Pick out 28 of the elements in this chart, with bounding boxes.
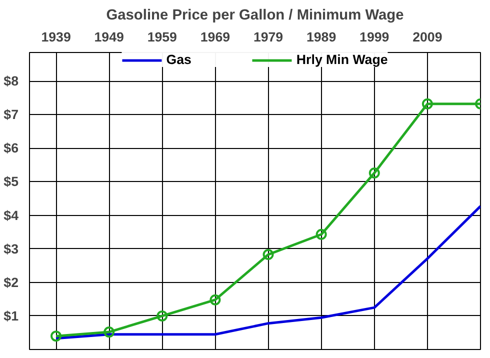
y-tick-label: $3 xyxy=(4,241,19,256)
point xyxy=(316,228,327,240)
line-series xyxy=(54,204,480,340)
y-tick-label: $1 xyxy=(4,308,20,324)
y-tick-label: $8 xyxy=(4,74,19,89)
chart-title: Gasoline Price per Gallon / Minimum Wage xyxy=(106,8,404,24)
point xyxy=(262,249,274,260)
legend-label: Gas xyxy=(166,52,192,67)
x-tick-label: 1959 xyxy=(147,30,177,44)
x-tick-label: 1989 xyxy=(306,30,336,44)
y-tick-label: $4 xyxy=(4,208,20,223)
point xyxy=(50,330,62,342)
y-tick-label: $5 xyxy=(4,174,20,190)
y-tick-label: $2 xyxy=(4,274,19,290)
point xyxy=(210,294,221,306)
point xyxy=(104,326,115,338)
x-tick-label: 1999 xyxy=(360,30,390,44)
point xyxy=(368,167,380,178)
x-tick-label: 1939 xyxy=(41,30,71,44)
x-tick-label: 1949 xyxy=(94,30,124,44)
y-tick-label: $6 xyxy=(4,140,19,156)
x-tick-label: 1969 xyxy=(200,30,230,44)
point xyxy=(156,310,168,322)
y-tick-label: $7 xyxy=(4,107,19,122)
point xyxy=(422,98,433,110)
legend-label: Hrly Min Wage xyxy=(296,52,388,67)
x-tick-label: 2009 xyxy=(412,30,442,44)
x-tick-label: 1979 xyxy=(253,30,284,44)
